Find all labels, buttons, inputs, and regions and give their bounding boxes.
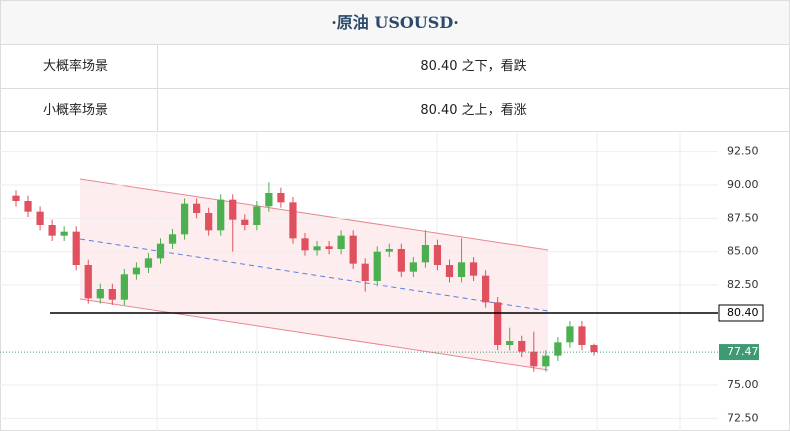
candle-body	[421, 245, 430, 263]
candle-body	[241, 219, 249, 225]
candle-body	[229, 199, 237, 220]
candle-body	[361, 263, 369, 281]
y-tick-label: 90.00	[727, 178, 759, 191]
title: ·原油 USOUSD·	[0, 0, 790, 45]
candle-body	[180, 203, 189, 235]
candle-body	[48, 225, 56, 236]
last-price-label: 77.47	[727, 345, 759, 358]
candle-body	[518, 341, 526, 352]
cell: 小概率场景	[1, 89, 158, 132]
candle-body	[313, 246, 321, 251]
candle-body	[36, 211, 44, 225]
candle-body	[373, 251, 381, 281]
candle-body	[253, 206, 261, 225]
chart: 92.50 90.00 87.50 85.00 82.50 75.00 72.50 80.40…	[0, 131, 790, 431]
cell: 大概率场景	[1, 45, 158, 88]
candle-body	[457, 262, 466, 277]
last-price-box	[719, 344, 759, 361]
cell: 80.40 之下，看跌	[420, 59, 527, 74]
candle-body	[349, 235, 357, 264]
candle-body	[156, 243, 165, 259]
y-tick-label: 82.50	[727, 278, 759, 291]
candle-body	[542, 355, 550, 367]
v-grid	[156, 131, 681, 431]
table-row: 大概率场景 80.40 之下，看跌	[0, 45, 790, 89]
y-tick-label: 87.50	[727, 211, 759, 224]
level-label: 80.40	[727, 306, 759, 319]
candle-body	[205, 213, 213, 231]
candle-body	[578, 326, 586, 345]
candle-body	[409, 262, 417, 272]
candle-body	[120, 274, 128, 300]
y-tick-label: 92.50	[727, 145, 759, 158]
candle-body	[385, 249, 393, 252]
y-tick-label: 85.00	[727, 245, 759, 258]
table-row: 小概率场景 80.40 之上，看涨	[0, 89, 790, 133]
channel-mid	[79, 238, 549, 312]
cell: 80.40 之上，看涨	[420, 103, 527, 118]
candle-body	[24, 201, 32, 212]
candle-body	[60, 231, 68, 236]
candle-body	[168, 234, 177, 244]
candle-body	[433, 245, 442, 265]
candle-body	[590, 345, 598, 353]
channel-lower	[79, 298, 549, 371]
candle-body	[530, 351, 538, 367]
candle-body	[84, 265, 92, 299]
candle-body	[482, 275, 490, 303]
candle-body	[144, 258, 153, 268]
candle-body	[566, 326, 574, 343]
y-tick-label: 75.00	[727, 378, 759, 391]
candle-body	[132, 267, 141, 275]
candle-body	[445, 265, 454, 277]
candle-body	[469, 262, 478, 276]
candle-body	[506, 341, 514, 345]
candle-body	[217, 199, 225, 231]
candle-body	[397, 249, 405, 272]
candle-body	[494, 302, 502, 345]
candle-body	[12, 195, 20, 201]
candle-body	[193, 203, 201, 213]
candle-body	[301, 238, 309, 251]
candle-body	[337, 235, 345, 249]
candle-body	[277, 193, 285, 203]
candle-body	[289, 202, 297, 239]
candle-body	[72, 231, 80, 265]
candle-body	[325, 246, 333, 249]
candle-body	[96, 289, 104, 299]
level-box	[718, 304, 764, 322]
candle-body	[265, 193, 273, 207]
candle-body	[108, 289, 116, 300]
y-tick-label: 72.50	[727, 411, 759, 424]
channel-upper	[79, 178, 549, 251]
candle-body	[554, 342, 562, 356]
